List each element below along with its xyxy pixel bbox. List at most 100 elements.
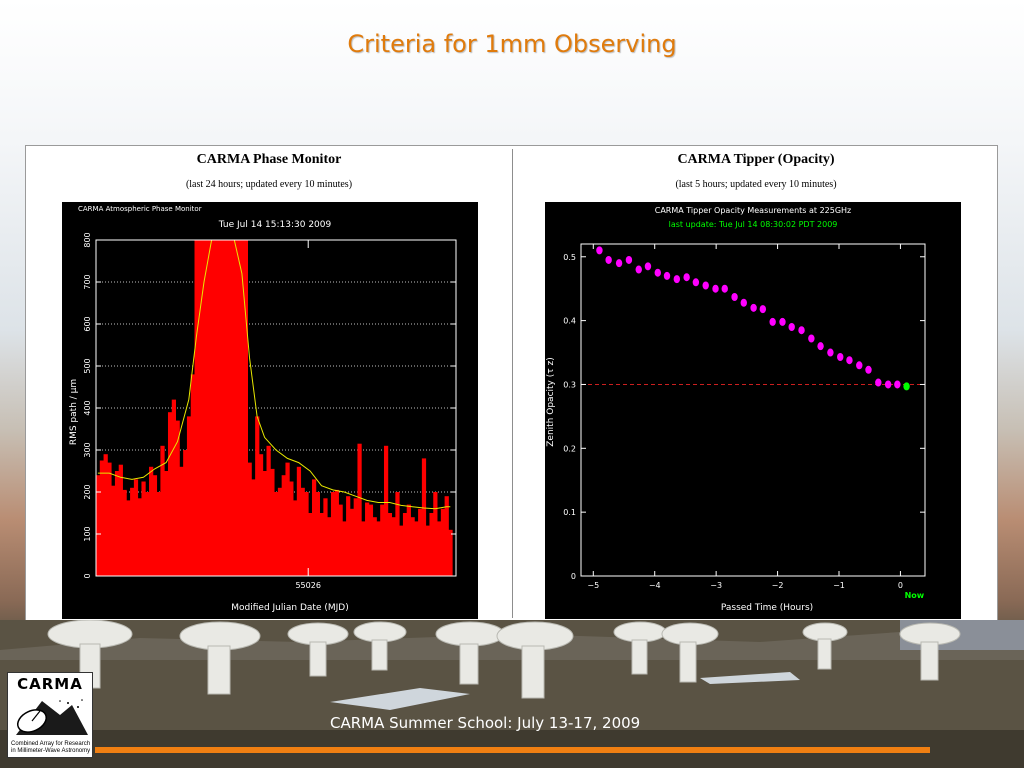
- phase-bar: [255, 416, 260, 576]
- phase-bar: [357, 443, 362, 576]
- phase-bar: [319, 513, 324, 576]
- phase-bar: [194, 240, 199, 576]
- phase-bar: [361, 521, 366, 576]
- phase-bar: [300, 487, 305, 576]
- phase-bar: [346, 496, 351, 576]
- carma-logo: CARMA Combined Array for Research in Mil…: [7, 672, 93, 758]
- phase-bar: [437, 521, 442, 576]
- phase-bar: [391, 517, 396, 576]
- phase-bar: [171, 399, 176, 576]
- phase-bar: [167, 412, 173, 576]
- phase-bar: [95, 475, 101, 576]
- phase-bar: [365, 502, 370, 576]
- tipper-subtitle: (last 5 hours; updated every 10 minutes): [675, 179, 837, 190]
- tipper-point: [644, 262, 652, 271]
- tipper-y-axis-label: Zenith Opacity (τ z): [546, 357, 556, 447]
- antenna-dish: [661, 622, 719, 683]
- tipper-point: [683, 273, 690, 282]
- phase-bar: [277, 487, 283, 576]
- phase-smoothed-line: [97, 239, 451, 510]
- phase-bar: [334, 489, 339, 576]
- tipper-x-tick-label: 0: [898, 581, 903, 590]
- tipper-point: [846, 356, 853, 365]
- phase-bar: [205, 240, 211, 576]
- phase-bar: [213, 240, 218, 576]
- phase-bar: [152, 475, 158, 576]
- antenna-dish: [179, 621, 261, 695]
- antenna-dish: [802, 622, 848, 670]
- phase-bar: [179, 466, 184, 576]
- tipper-chart-title: CARMA Tipper Opacity Measurements at 225…: [655, 206, 852, 215]
- phase-bar: [198, 240, 203, 576]
- phase-bar: [149, 466, 154, 576]
- tipper-point: [635, 265, 642, 274]
- phase-bar: [387, 513, 392, 576]
- tipper-chart-background: [545, 202, 961, 619]
- tipper-y-tick-label: 0.5: [563, 253, 576, 262]
- phase-bar: [376, 521, 381, 576]
- tipper-point: [702, 281, 709, 290]
- phase-monitor-subtitle: (last 24 hours; updated every 10 minutes…: [185, 179, 353, 190]
- phase-bar: [353, 498, 358, 576]
- tipper-point: [865, 365, 872, 374]
- phase-bar: [209, 240, 214, 576]
- phase-bar: [114, 471, 120, 576]
- phase-bar: [368, 504, 374, 576]
- phase-bar: [323, 498, 328, 576]
- tipper-point: [625, 255, 633, 264]
- tipper-chart: CARMA Tipper Opacity Measurements at 225…: [545, 202, 961, 619]
- phase-bar: [311, 479, 317, 576]
- tipper-point: [808, 334, 815, 343]
- phase-bar: [281, 475, 286, 576]
- phase-bar: [133, 479, 139, 576]
- tipper-y-tick-label: 0: [571, 572, 576, 581]
- tipper-point: [721, 284, 728, 293]
- tipper-x-tick-label: −3: [710, 581, 722, 590]
- phase-y-tick-label: 500: [83, 358, 92, 373]
- phase-bar: [425, 525, 430, 576]
- phase-bar: [304, 492, 309, 576]
- tipper-y-tick-label: 0.4: [563, 317, 576, 326]
- phase-bar: [414, 521, 419, 576]
- phase-bar: [308, 513, 313, 576]
- phase-monitor-chart: CARMA Atmospheric Phase Monitor Tue Jul …: [62, 202, 478, 619]
- phase-bar: [175, 420, 180, 576]
- phase-bar: [448, 529, 453, 576]
- tipper-point: [712, 284, 719, 293]
- phase-bar: [243, 240, 248, 576]
- phase-bar: [418, 508, 423, 576]
- tipper-x-tick-label: −1: [833, 581, 845, 590]
- footer-text: CARMA Summer School: July 13-17, 2009: [330, 714, 641, 732]
- tipper-point: [663, 271, 671, 280]
- phase-bar: [118, 464, 123, 576]
- tipper-point: [615, 259, 623, 268]
- phase-bar: [338, 504, 343, 576]
- tipper-y-tick-label: 0.1: [563, 508, 576, 517]
- tipper-point: [654, 268, 661, 277]
- phase-bar: [247, 462, 252, 576]
- phase-chart-title: Tue Jul 14 15:13:30 2009: [218, 220, 332, 230]
- logo-dish-icon: [16, 699, 88, 735]
- phase-bar: [228, 240, 233, 576]
- tipper-point: [884, 380, 892, 389]
- tipper-point: [750, 303, 757, 312]
- logo-wordmark: CARMA: [17, 675, 83, 693]
- tipper-y-tick-label: 0.3: [563, 380, 576, 389]
- tipper-point: [837, 353, 844, 362]
- phase-bar: [266, 445, 271, 576]
- tipper-now-point: [903, 382, 910, 391]
- charts-panel: CARMA Phase Monitor (last 24 hours; upda…: [25, 145, 998, 622]
- phase-bar: [421, 458, 427, 576]
- phase-x-tick-label: 55026: [295, 581, 320, 590]
- phase-bar: [251, 479, 256, 576]
- phase-bar: [236, 240, 241, 576]
- phase-bar: [293, 500, 298, 576]
- phase-bar: [164, 471, 169, 576]
- tipper-x-tick-label: −5: [587, 581, 599, 590]
- tipper-x-tick-label: −4: [649, 581, 661, 590]
- phase-y-tick-label: 800: [83, 232, 92, 247]
- phase-bar: [141, 481, 146, 576]
- snow-patch: [330, 688, 470, 710]
- tipper-point: [779, 317, 786, 326]
